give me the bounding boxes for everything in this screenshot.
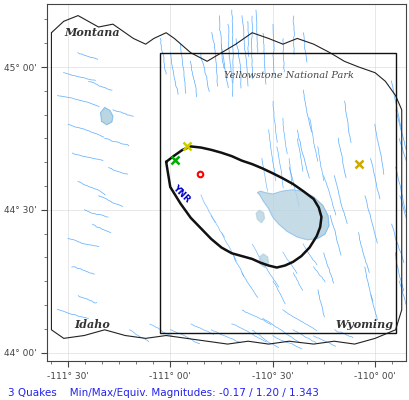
- Text: YNR: YNR: [170, 183, 191, 204]
- Bar: [160, 53, 395, 333]
- Text: 3 Quakes    Min/Max/Equiv. Magnitudes: -0.17 / 1.20 / 1.343: 3 Quakes Min/Max/Equiv. Magnitudes: -0.1…: [8, 388, 318, 398]
- Polygon shape: [257, 190, 328, 240]
- Text: Montana: Montana: [65, 27, 120, 38]
- Text: Wyoming: Wyoming: [335, 318, 393, 330]
- Text: Yellowstone National Park: Yellowstone National Park: [224, 71, 353, 80]
- Polygon shape: [166, 146, 321, 268]
- Text: Idaho: Idaho: [74, 318, 110, 330]
- Polygon shape: [259, 254, 268, 267]
- Polygon shape: [100, 108, 112, 125]
- Polygon shape: [256, 210, 264, 223]
